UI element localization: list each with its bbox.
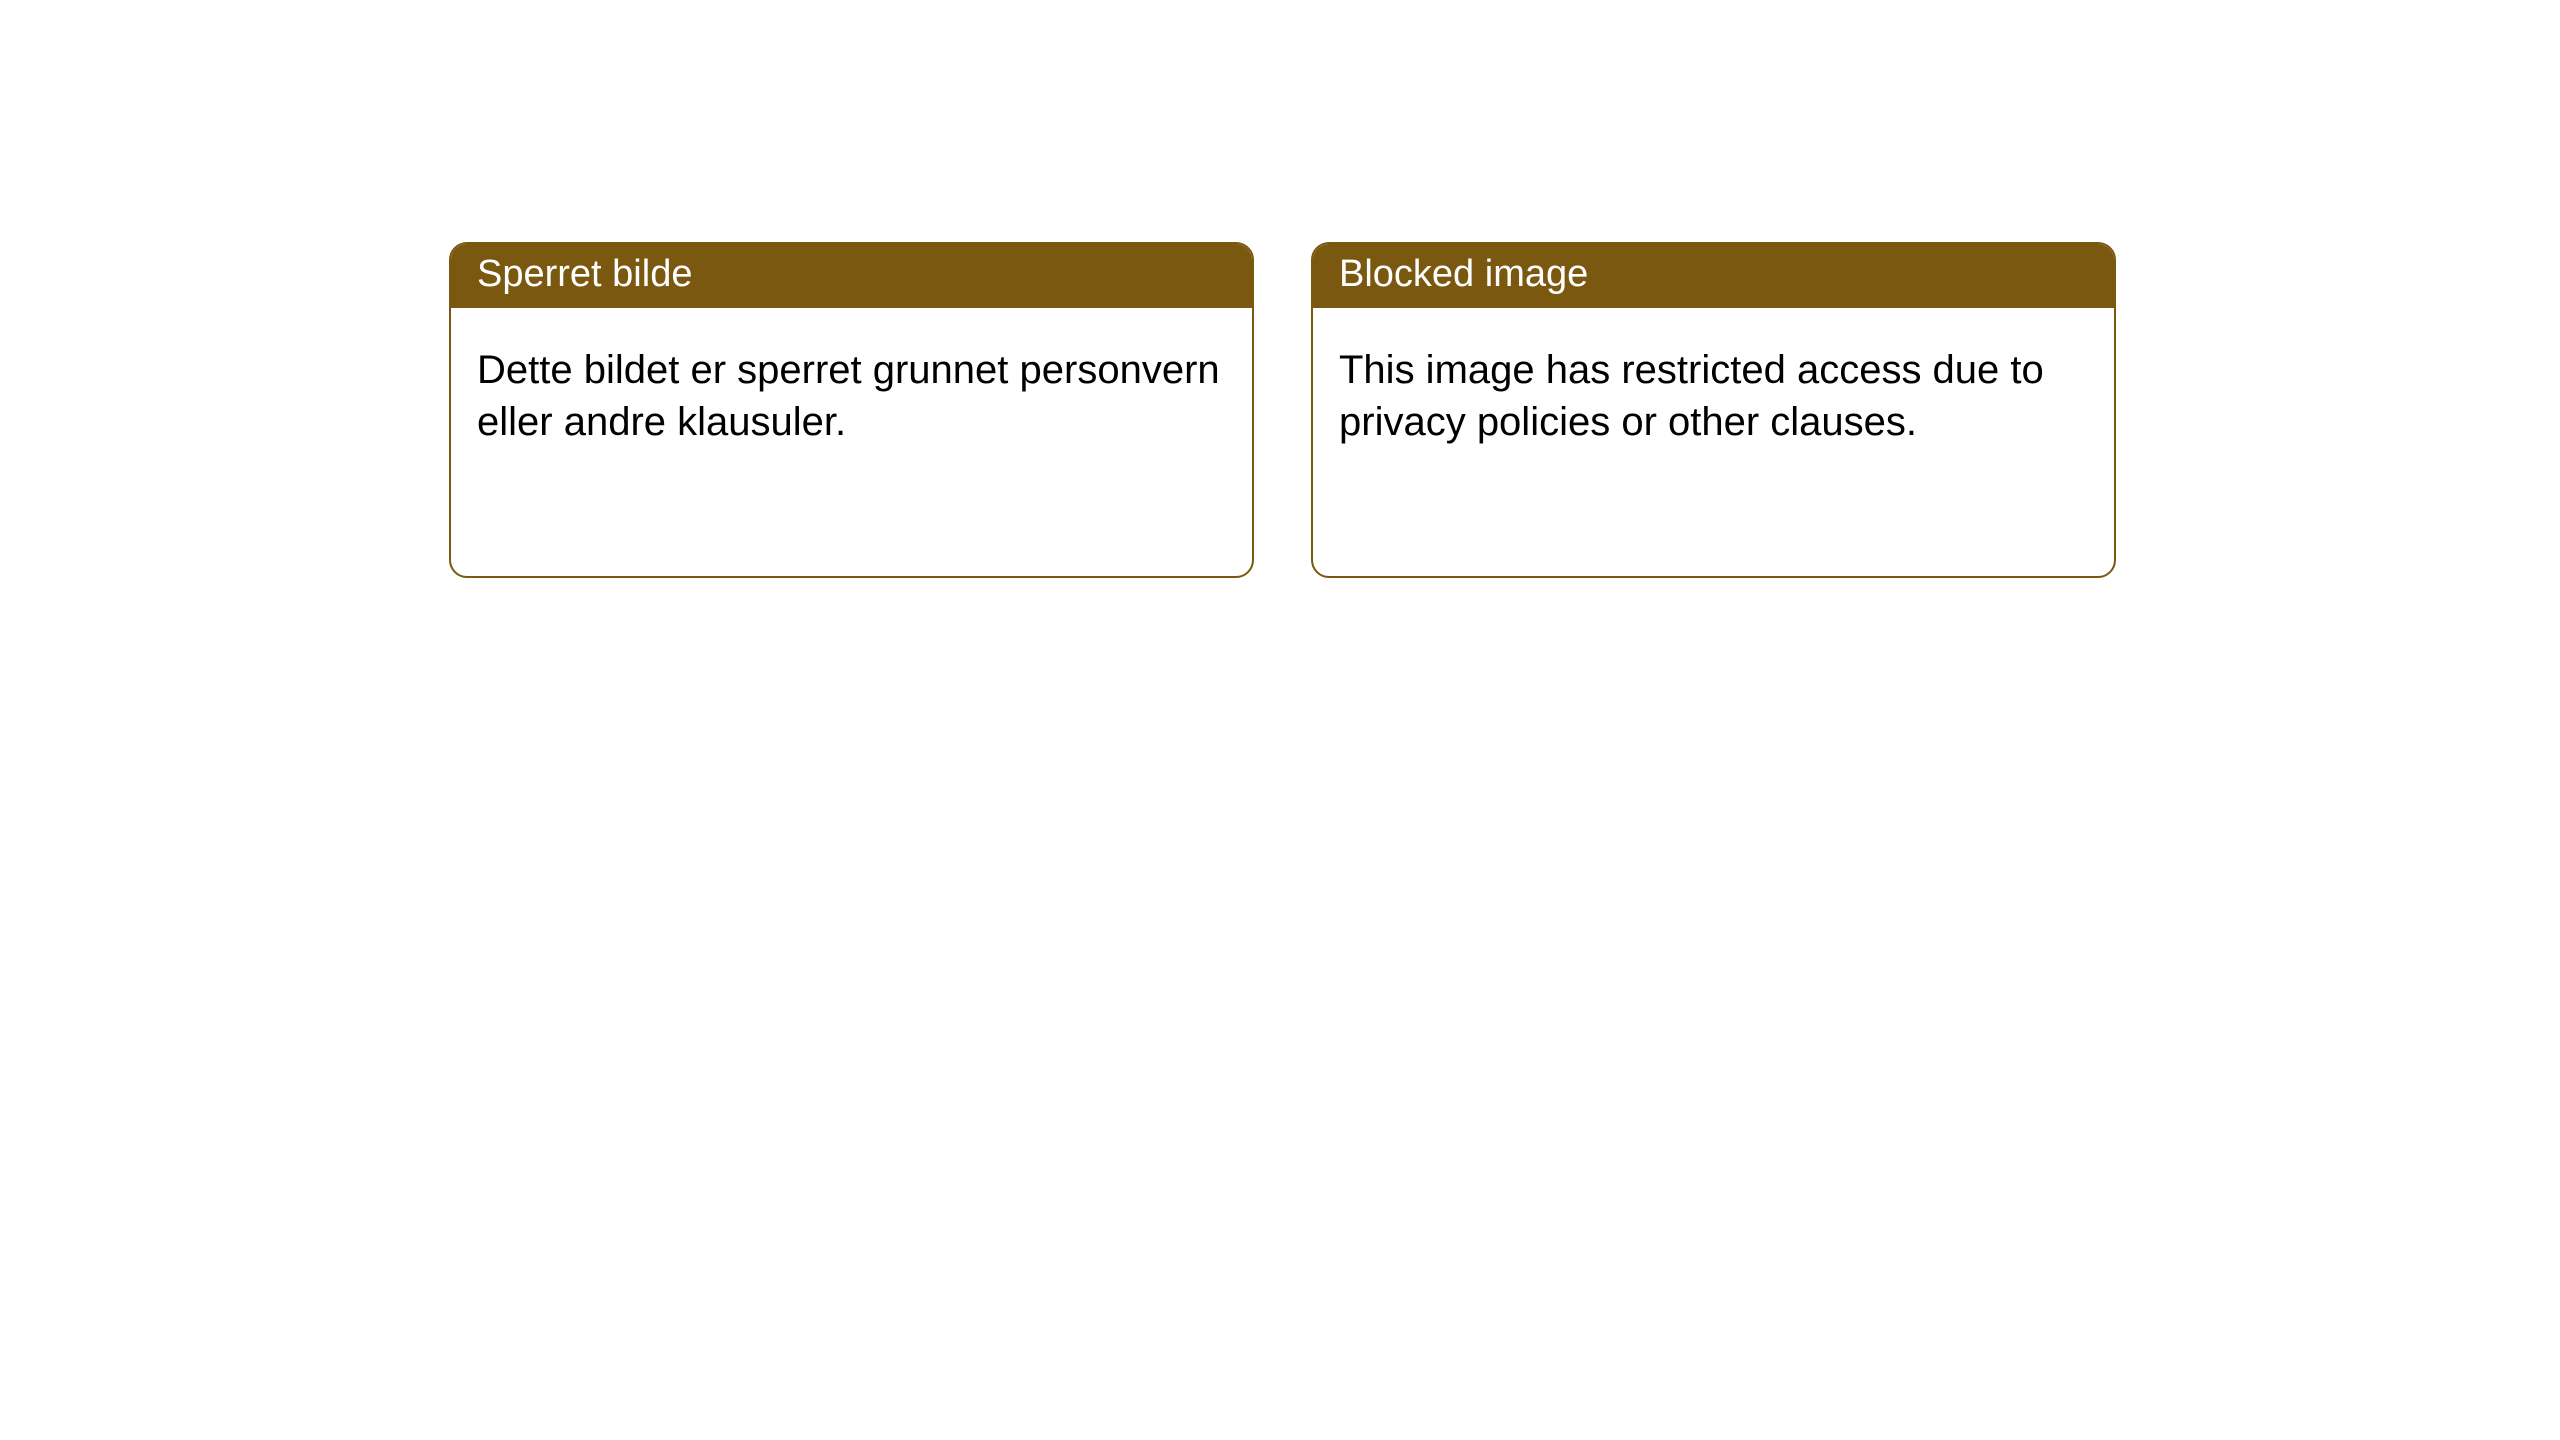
cards-container: Sperret bilde Dette bildet er sperret gr… (0, 0, 2560, 578)
card-title-en: Blocked image (1339, 253, 1588, 295)
card-body-en: This image has restricted access due to … (1313, 308, 2114, 476)
card-message-no: Dette bildet er sperret grunnet personve… (477, 348, 1220, 445)
card-message-en: This image has restricted access due to … (1339, 348, 2044, 445)
card-header-no: Sperret bilde (451, 244, 1252, 308)
card-body-no: Dette bildet er sperret grunnet personve… (451, 308, 1252, 476)
card-title-no: Sperret bilde (477, 253, 692, 295)
blocked-image-card-no: Sperret bilde Dette bildet er sperret gr… (449, 242, 1254, 578)
card-header-en: Blocked image (1313, 244, 2114, 308)
blocked-image-card-en: Blocked image This image has restricted … (1311, 242, 2116, 578)
